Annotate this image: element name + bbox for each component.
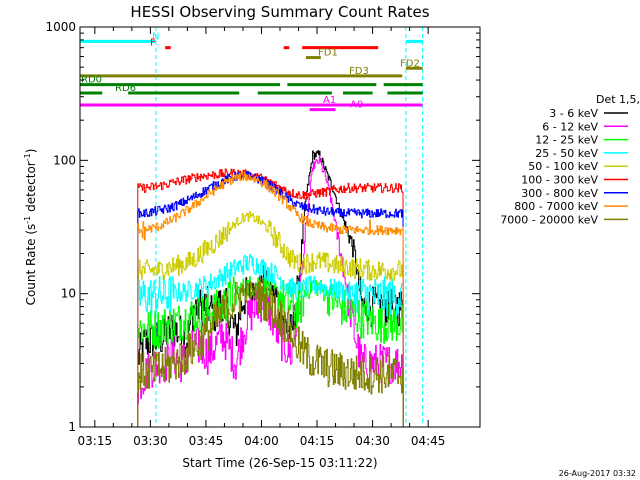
plot-area: NF FD1 FD2 FD3 RD0 RD6 A1 A0 (80, 27, 424, 428)
y-axis-label-exp2: -1 (23, 153, 32, 161)
flag-label-rd6: RD6 (115, 83, 136, 94)
flag-label-n: N (152, 31, 159, 42)
flag-label-a1: A1 (323, 95, 336, 106)
series-7 (137, 171, 404, 428)
y-tick-label-2: 10 (61, 287, 76, 301)
legend-label-8: 800 - 7000 keV (514, 200, 598, 213)
legend-label-2: 6 - 12 keV (542, 120, 598, 133)
flag-label-fd1: FD1 (318, 48, 338, 59)
flag-label-f: F (150, 38, 156, 49)
legend-label-7: 300 - 800 keV (521, 187, 598, 200)
axis-ticks: 03:15 03:30 03:45 04:00 04:15 04:30 04:45 1 10 10… (45, 20, 480, 448)
legend-label-3: 12 - 25 keV (535, 134, 598, 147)
series-4 (137, 253, 404, 428)
flag-label-a0: A0 (350, 100, 363, 111)
y-tick-label-3: 100 (53, 153, 76, 167)
generation-timestamp: 26-Aug-2017 03:32 (559, 469, 636, 478)
y-axis-label: Count Rate (s-1 detector-1) (23, 149, 38, 306)
series-line-5 (137, 211, 404, 428)
legend-label-1: 3 - 6 keV (549, 107, 598, 120)
series-line-8 (137, 171, 404, 428)
x-tick-label-3: 03:45 (189, 434, 224, 448)
legend-label-6: 100 - 300 keV (521, 174, 598, 187)
flag-label-fd3: FD3 (349, 66, 369, 77)
y-axis-label-end: ) (24, 149, 38, 154)
y-axis-label-mid: detector (24, 161, 38, 216)
flag-label-fd2: FD2 (400, 58, 420, 69)
x-tick-label-5: 04:15 (300, 434, 335, 448)
series-5 (137, 211, 404, 428)
x-tick-label-7: 04:45 (411, 434, 446, 448)
series-2 (137, 155, 404, 428)
legend-title: Det 1,5,7 (596, 93, 640, 106)
y-axis-label-main: Count Rate (s (24, 224, 38, 306)
flags: NF FD1 FD2 FD3 RD0 RD6 A1 A0 (80, 31, 423, 112)
x-tick-label-4: 04:00 (244, 434, 279, 448)
series-line-9 (137, 278, 404, 428)
chart-title: HESSI Observing Summary Count Rates (130, 3, 429, 21)
legend-label-9: 7000 - 20000 keV (500, 213, 598, 226)
x-tick-label-6: 04:30 (355, 434, 390, 448)
y-tick-label-1: 1 (68, 420, 76, 434)
x-tick-label-1: 03:15 (78, 434, 113, 448)
series-line-4 (137, 253, 404, 428)
series-line-2 (137, 155, 404, 428)
series-line-7 (137, 171, 404, 428)
series-8 (137, 171, 404, 428)
legend-label-5: 50 - 100 keV (528, 160, 598, 173)
legend-label-4: 25 - 50 keV (535, 147, 598, 160)
series-9 (137, 278, 404, 428)
x-tick-label-2: 03:30 (133, 434, 168, 448)
y-axis-label-exp1: -1 (23, 216, 32, 224)
x-axis-label: Start Time (26-Sep-15 03:11:22) (182, 456, 377, 470)
flag-label-rd0: RD0 (81, 75, 102, 86)
y-tick-label-4: 1000 (45, 20, 76, 34)
plot-frame (79, 26, 481, 428)
